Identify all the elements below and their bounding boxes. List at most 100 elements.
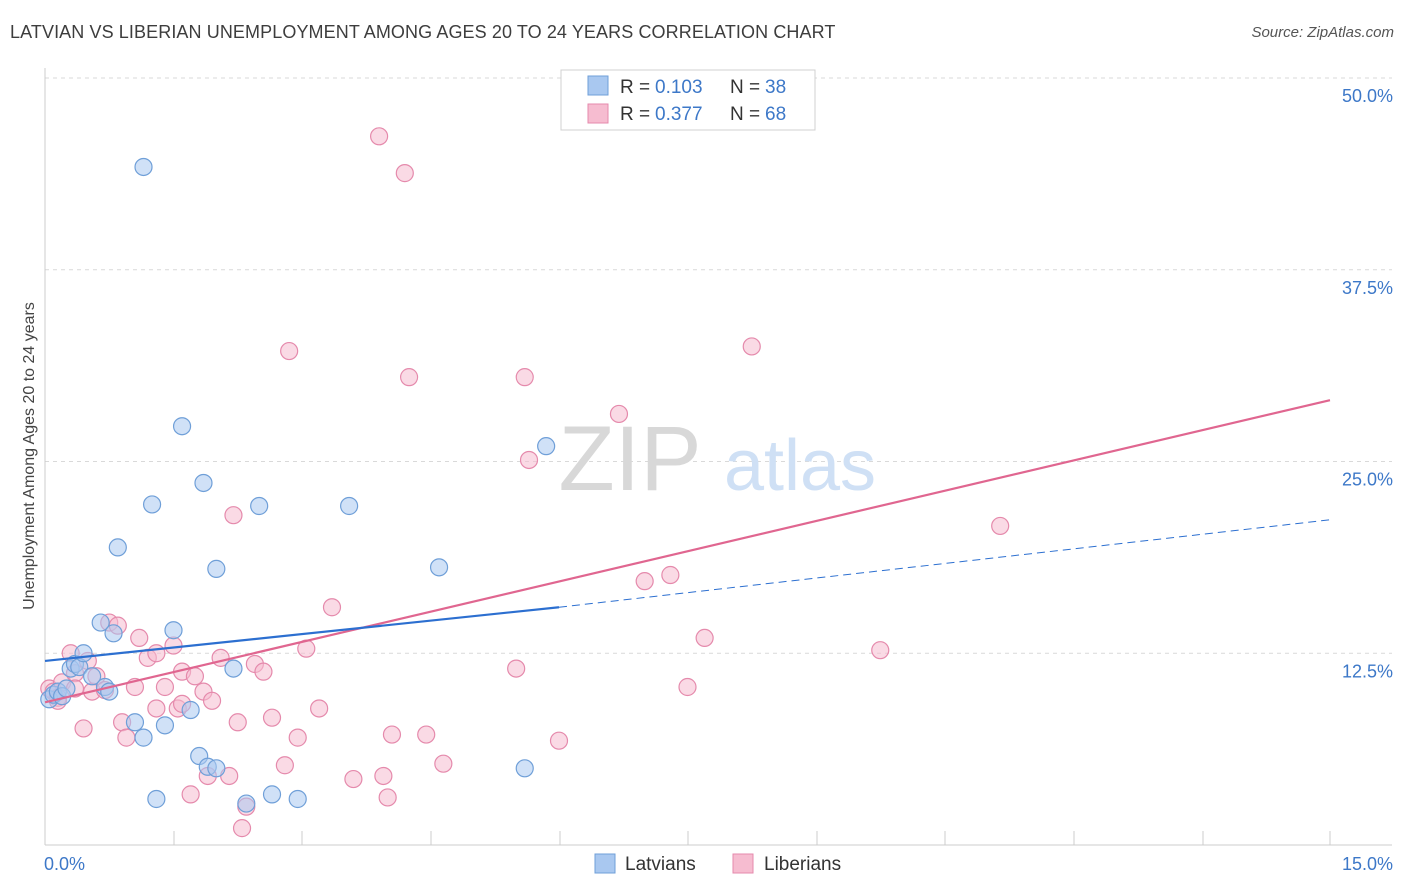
latvian-trend-line (44, 606, 560, 663)
latvian-point (194, 473, 213, 493)
liberian-point (117, 728, 136, 747)
liberian-point (155, 677, 175, 697)
latvian-point (142, 495, 162, 514)
liberian-point (507, 659, 526, 678)
liberian-point (228, 713, 247, 732)
gridlines (45, 77, 1392, 654)
liberian-point (275, 756, 294, 775)
y-tick-labels: 12.5% 25.0% 37.5% 50.0% (1342, 86, 1393, 681)
latvian-point (207, 559, 226, 578)
liberian-point (871, 641, 890, 660)
axes (44, 68, 1392, 846)
latvian-point (172, 417, 192, 436)
liberian-point (74, 719, 93, 738)
latvian-point (164, 621, 183, 640)
legend-latvians-swatch (594, 853, 616, 874)
x-tick-label: 0.0% (44, 854, 85, 874)
latvian-point (104, 624, 123, 643)
latvian-n-label: N = (730, 77, 760, 98)
liberian-point (742, 337, 761, 356)
liberian-point (515, 368, 534, 387)
liberian-point (254, 662, 273, 681)
latvian-point (262, 785, 282, 804)
latvian-point (155, 716, 175, 735)
latvian-swatch (587, 75, 609, 96)
latvian-point (134, 157, 153, 177)
liberian-n-value: 68 (765, 104, 786, 125)
latvian-r-value: 0.103 (655, 77, 703, 98)
liberian-point (635, 572, 654, 591)
x-tick-labels: 0.0% 15.0% (44, 854, 1393, 874)
stats-legend: R = 0.103 N = 38 R = 0.377 N = 68 (560, 69, 816, 131)
series-legend: Latvians Liberians (594, 853, 841, 875)
y-tick-label: 50.0% (1342, 86, 1393, 106)
liberian-point (417, 725, 436, 744)
liberian-point (185, 667, 205, 686)
y-tick-label: 25.0% (1342, 470, 1393, 490)
liberian-point (322, 598, 342, 617)
latvian-point (224, 659, 243, 678)
liberian-point (434, 754, 453, 773)
latvian-point (125, 713, 145, 732)
legend-liberians-label: Liberians (764, 854, 841, 875)
latvian-point (207, 759, 226, 778)
liberian-point (609, 404, 629, 424)
latvian-point (108, 538, 127, 557)
liberian-r-label: R = (620, 104, 650, 125)
latvian-point (515, 759, 534, 778)
liberian-point (130, 628, 149, 648)
latvian-point (83, 667, 102, 686)
liberian-trend-line (44, 399, 1331, 704)
liberian-point (288, 728, 307, 747)
liberian-point (280, 341, 299, 361)
liberian-point (549, 731, 569, 750)
liberian-point (378, 788, 397, 807)
liberian-point (374, 766, 393, 786)
liberian-n-label: N = (730, 104, 760, 125)
liberian-point (310, 699, 329, 718)
trend-lines (44, 399, 1331, 704)
legend-liberians-swatch (732, 853, 754, 874)
liberian-point (224, 506, 243, 525)
liberian-point (181, 785, 200, 804)
source-label: Source: ZipAtlas.com (1251, 24, 1394, 41)
latvian-point (91, 613, 110, 632)
liberian-point (395, 164, 414, 183)
latvian-point (57, 679, 76, 698)
liberian-point (147, 644, 166, 663)
latvian-point (288, 789, 307, 809)
latvian-point (237, 794, 256, 813)
liberian-point (262, 708, 282, 727)
legend-latvians-label: Latvians (625, 854, 696, 875)
liberian-point (164, 636, 183, 655)
watermark-zip: ZIP (558, 408, 701, 510)
latvian-point (340, 496, 359, 516)
latvian-points (40, 157, 556, 813)
watermark-atlas: atlas (724, 426, 876, 506)
liberian-point (678, 677, 697, 697)
latvian-point (74, 644, 93, 663)
liberian-point (370, 127, 389, 146)
latvian-point (250, 496, 269, 516)
latvian-n-value: 38 (765, 77, 786, 98)
liberian-swatch (587, 103, 609, 124)
liberian-point (202, 691, 222, 710)
liberian-point (382, 725, 402, 744)
latvian-point (537, 437, 556, 456)
latvian-point (181, 700, 200, 720)
liberian-point (695, 628, 714, 648)
liberian-point (991, 516, 1010, 536)
liberian-point (661, 565, 680, 585)
watermark: ZIP atlas (558, 408, 876, 510)
latvian-trend-extension (558, 519, 1331, 608)
liberian-point (519, 450, 539, 470)
liberian-point (147, 699, 166, 718)
y-tick-label: 12.5% (1342, 661, 1393, 681)
x-tick-label: 15.0% (1342, 854, 1393, 874)
latvian-point (147, 789, 166, 809)
latvian-r-label: R = (620, 77, 650, 98)
latvian-point (134, 728, 153, 747)
liberian-r-value: 0.377 (655, 104, 703, 125)
y-tick-label: 37.5% (1342, 278, 1393, 298)
